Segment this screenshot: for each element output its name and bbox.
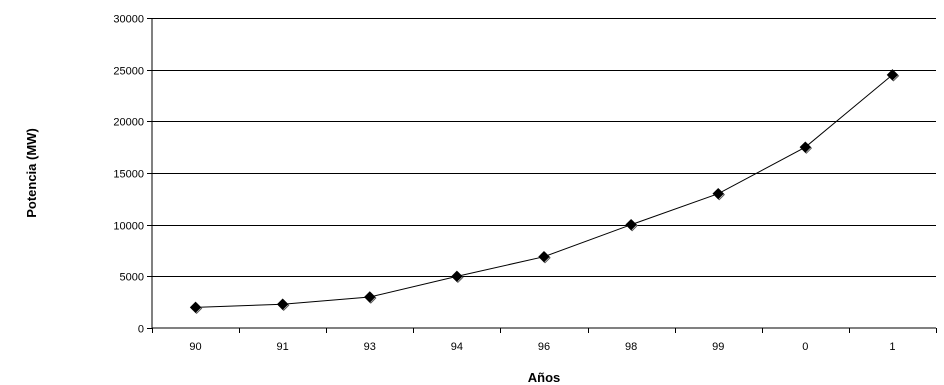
y-tick-label: 15000 [113, 169, 144, 181]
data-point [799, 141, 812, 153]
data-point [276, 298, 289, 310]
x-tick-label: 99 [712, 341, 724, 353]
data-point [364, 291, 376, 303]
x-tick-label: 96 [538, 341, 550, 353]
data-point [538, 250, 550, 263]
x-tick-label: 0 [802, 341, 808, 353]
series-line [195, 74, 893, 308]
x-tick-label: 93 [364, 341, 376, 353]
y-tick-label: 20000 [113, 117, 144, 129]
y-axis-title: Potencia (MW) [24, 128, 39, 218]
y-tick-label: 0 [138, 324, 144, 336]
y-tick-label: 25000 [113, 66, 144, 78]
y-tick-label: 30000 [113, 14, 144, 26]
x-tick-label: 90 [189, 341, 201, 353]
data-point [886, 69, 899, 81]
gridlines [152, 18, 936, 277]
y-tick-label: 10000 [113, 221, 144, 233]
data-point [712, 187, 724, 200]
x-axis-title: Años [528, 370, 561, 385]
y-ticks: 0 5000 10000 15000 20000 25000 30000 [113, 14, 152, 336]
y-tick-label: 5000 [120, 272, 144, 284]
x-ticks: 90 91 93 94 96 98 99 0 1 [152, 328, 937, 353]
series [189, 69, 900, 315]
x-tick-label: 1 [889, 341, 895, 353]
x-tick-label: 94 [451, 341, 463, 353]
x-tick-label: 98 [625, 341, 637, 353]
x-tick-label: 91 [277, 341, 289, 353]
data-point [189, 301, 202, 314]
data-point [451, 270, 463, 283]
data-point [625, 218, 637, 231]
